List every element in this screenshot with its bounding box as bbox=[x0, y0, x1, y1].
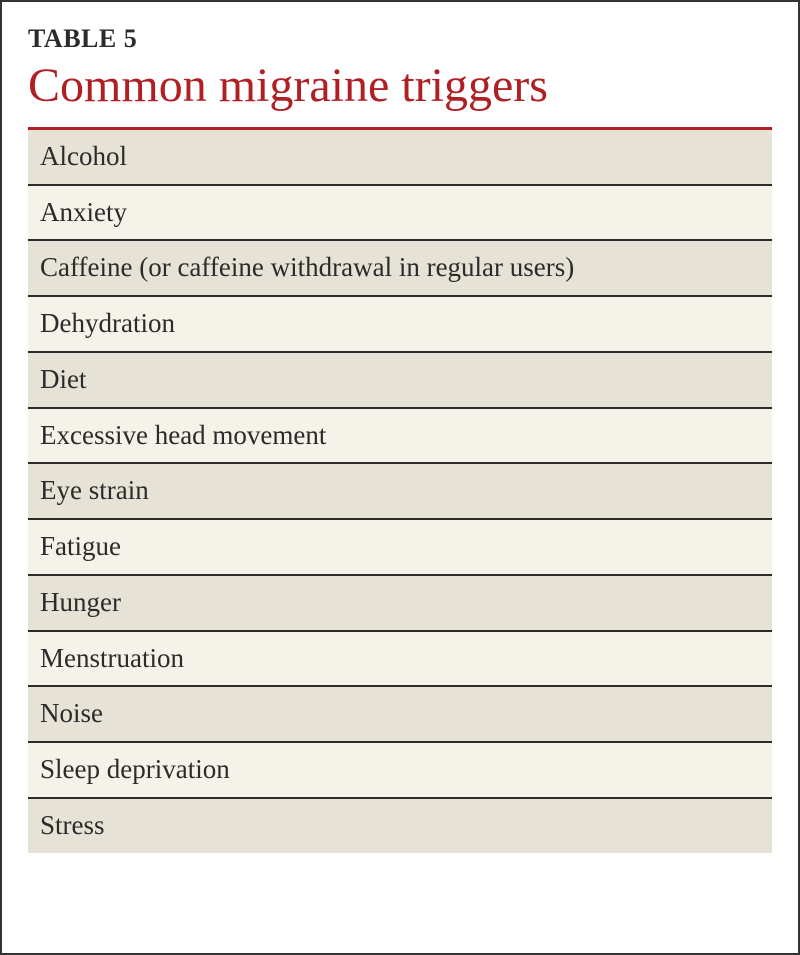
table-row: Fatigue bbox=[28, 520, 772, 576]
table-title: Common migraine triggers bbox=[28, 54, 772, 127]
table-body: AlcoholAnxietyCaffeine (or caffeine with… bbox=[28, 130, 772, 853]
table-row: Alcohol bbox=[28, 130, 772, 186]
table-row: Eye strain bbox=[28, 464, 772, 520]
table-row: Noise bbox=[28, 687, 772, 743]
table-row: Hunger bbox=[28, 576, 772, 632]
table-row: Excessive head movement bbox=[28, 409, 772, 465]
table-row: Menstruation bbox=[28, 632, 772, 688]
table-row: Dehydration bbox=[28, 297, 772, 353]
table-frame: TABLE 5 Common migraine triggers Alcohol… bbox=[0, 0, 800, 955]
table-label: TABLE 5 bbox=[28, 24, 772, 54]
table-row: Diet bbox=[28, 353, 772, 409]
table-row: Sleep deprivation bbox=[28, 743, 772, 799]
table-row: Anxiety bbox=[28, 186, 772, 242]
table-row: Stress bbox=[28, 799, 772, 853]
table-row: Caffeine (or caffeine withdrawal in regu… bbox=[28, 241, 772, 297]
